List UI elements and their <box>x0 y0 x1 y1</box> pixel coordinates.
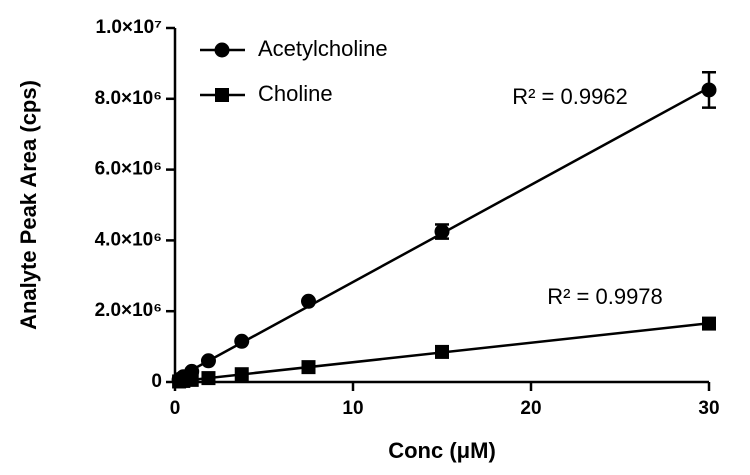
marker <box>200 353 216 369</box>
y-axis-title: Analyte Peak Area (cps) <box>16 80 41 330</box>
marker <box>435 344 449 359</box>
marker <box>201 371 216 386</box>
legend-marker <box>215 88 229 102</box>
annotation: R² = 0.9962 <box>512 84 628 109</box>
x-axis-title: Conc (μM) <box>388 438 496 463</box>
marker <box>184 372 199 387</box>
y-tick-label: 2.0×10⁶ <box>95 300 162 321</box>
legend-label: Choline <box>258 81 333 106</box>
marker <box>702 316 716 331</box>
legend-label: Acetylcholine <box>258 36 388 61</box>
x-tick-label: 10 <box>342 398 363 419</box>
legend-marker <box>214 42 230 58</box>
y-tick-label: 8.0×10⁶ <box>95 88 162 109</box>
x-tick-label: 0 <box>170 398 181 419</box>
marker <box>234 367 249 382</box>
y-tick-label: 1.0×10⁷ <box>96 17 163 38</box>
y-tick-label: 6.0×10⁶ <box>95 159 162 180</box>
marker <box>434 224 450 240</box>
marker <box>301 293 316 309</box>
marker <box>701 82 717 98</box>
x-tick-label: 30 <box>698 398 719 419</box>
y-tick-label: 4.0×10⁶ <box>95 229 162 250</box>
marker <box>301 360 316 375</box>
annotation: R² = 0.9978 <box>547 284 663 309</box>
x-tick-label: 20 <box>520 398 541 419</box>
y-tick-label: 0 <box>151 371 162 392</box>
marker <box>234 333 250 349</box>
